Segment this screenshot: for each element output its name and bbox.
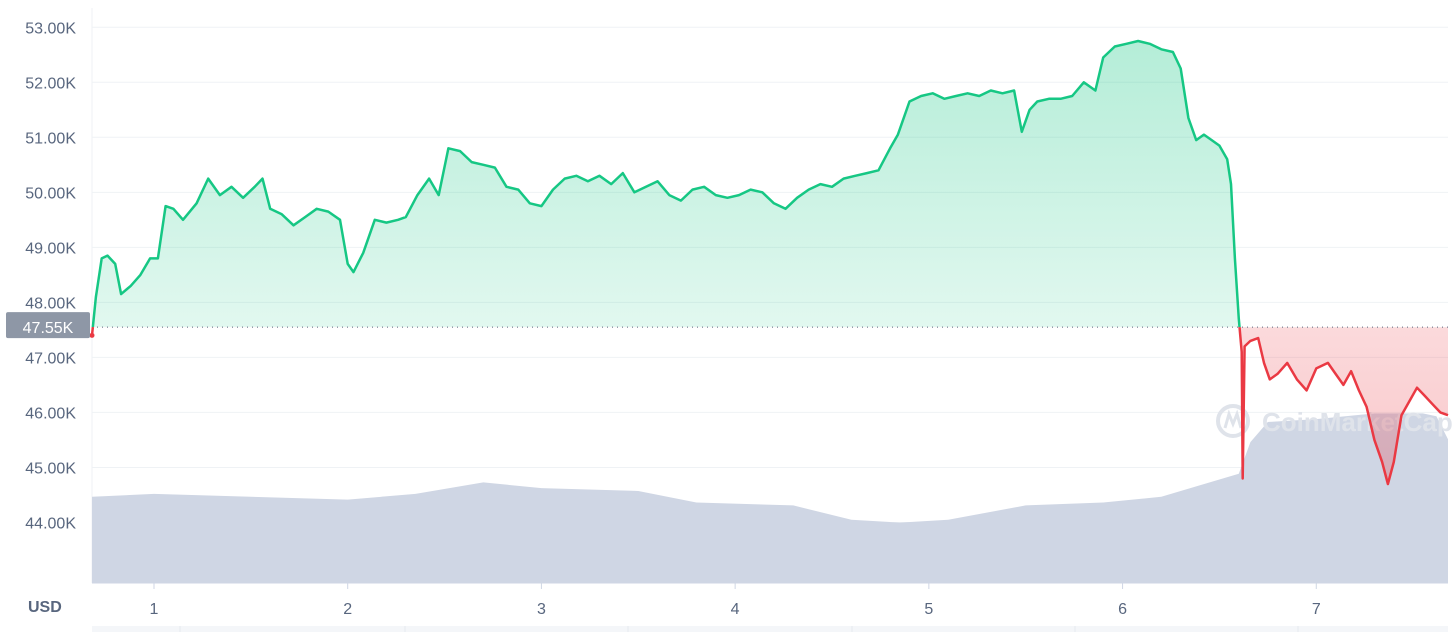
x-tick-label: 2 <box>343 601 352 618</box>
y-tick-label: 52.00K <box>25 75 76 92</box>
price-area <box>92 41 1448 484</box>
x-tick-label: 5 <box>924 601 933 618</box>
start-point <box>89 332 95 338</box>
y-tick-label: 53.00K <box>25 20 76 37</box>
x-axis: 1 2 3 4 5 6 7 <box>92 582 1448 618</box>
y-tick-label: 51.00K <box>25 130 76 147</box>
reference-price-label: 47.55K <box>23 320 74 337</box>
x-tick-label: 6 <box>1118 601 1127 618</box>
x-tick-label: 4 <box>731 601 740 618</box>
price-area-down <box>92 327 1448 484</box>
y-axis: 53.00K 52.00K 51.00K 50.00K 49.00K 48.00K 47.0… <box>25 20 76 532</box>
volume-area <box>92 413 1448 583</box>
reference-price-box <box>6 312 90 339</box>
price-line <box>89 39 1449 486</box>
price-area-up <box>92 41 1240 328</box>
y-tick-label: 46.00K <box>25 405 76 422</box>
price-line-up <box>91 39 1241 328</box>
x-tick-label: 7 <box>1312 601 1321 618</box>
y-tick-label: 49.00K <box>25 240 76 257</box>
coinmarketcap-logo-icon <box>1216 404 1250 438</box>
x-tick-label: 3 <box>537 601 546 618</box>
y-tick-label: 45.00K <box>25 460 76 477</box>
watermark-text: CoinMarketCap <box>1262 407 1453 437</box>
y-tick-label: 44.00K <box>25 515 76 532</box>
y-tick-label: 48.00K <box>25 295 76 312</box>
reference-price-badge: 47.55K <box>6 312 90 339</box>
range-slider[interactable] <box>92 626 1448 632</box>
x-tick-label: 1 <box>150 601 159 618</box>
volume-shape <box>92 413 1448 583</box>
y-tick-label: 47.00K <box>25 350 76 367</box>
currency-label: USD <box>28 599 62 616</box>
y-tick-label: 50.00K <box>25 185 76 202</box>
price-line-down <box>90 327 1449 486</box>
watermark: CoinMarketCap <box>1216 404 1453 438</box>
